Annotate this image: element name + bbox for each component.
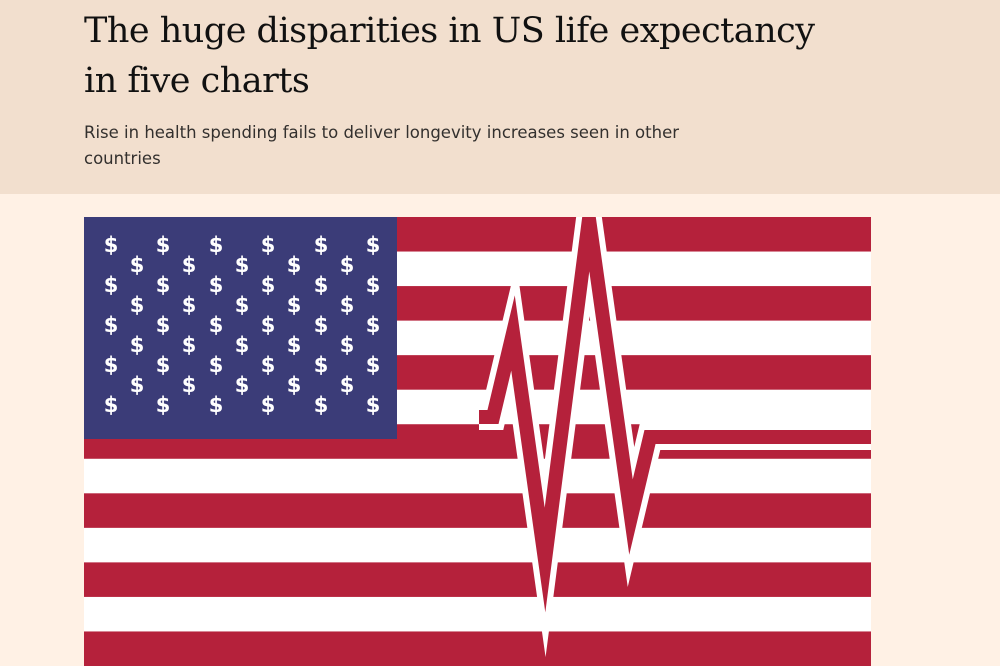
dollar-sign-icon: $: [235, 373, 250, 397]
dollar-sign-icon: $: [182, 333, 197, 357]
dollar-sign-icon: $: [156, 313, 171, 337]
white-stripe: [84, 596, 871, 632]
dollar-sign-icon: $: [287, 373, 302, 397]
dollar-sign-icon: $: [314, 353, 329, 377]
dollar-sign-icon: $: [340, 373, 355, 397]
white-stripe: [84, 527, 871, 563]
dollar-sign-icon: $: [261, 313, 276, 337]
dollar-sign-icon: $: [104, 393, 119, 417]
red-stripe: [84, 631, 871, 666]
dollar-sign-icon: $: [235, 253, 250, 277]
canton-dollar-signs: $ $ $ $ $ $ $ $ $ $ $ $ $ $ $ $ $ $ $ $ $ $ $ $ $ $ $ $ $ $ $ $ $ $ $ $ $ $ $ $…: [104, 233, 381, 417]
dollar-sign-icon: $: [366, 393, 381, 417]
article-headline: The huge disparities in US life expectan…: [84, 11, 815, 101]
us-flag-heartbeat-illustration: $ $ $ $ $ $ $ $ $ $ $ $ $ $ $ $ $ $ $ $ $ $ $ $ $ $ $ $ $ $ $ $ $ $ $ $ $ $ $ $…: [84, 217, 871, 666]
dollar-sign-icon: $: [366, 353, 381, 377]
flag-canton: [84, 217, 397, 439]
dollar-sign-icon: $: [104, 273, 119, 297]
dollar-sign-icon: $: [156, 273, 171, 297]
dollar-sign-icon: $: [130, 333, 145, 357]
dollar-sign-icon: $: [314, 273, 329, 297]
dollar-sign-icon: $: [287, 253, 302, 277]
dollar-sign-icon: $: [314, 393, 329, 417]
dollar-sign-icon: $: [366, 313, 381, 337]
dollar-sign-icon: $: [340, 253, 355, 277]
red-stripe: [84, 493, 871, 529]
dollar-sign-icon: $: [130, 253, 145, 277]
dollar-sign-icon: $: [261, 233, 276, 257]
article-standfirst: Rise in health spending fails to deliver…: [84, 123, 680, 168]
article-header: [0, 0, 1000, 194]
dollar-sign-icon: $: [366, 273, 381, 297]
dollar-sign-icon: $: [104, 233, 119, 257]
dollar-sign-icon: $: [156, 353, 171, 377]
dollar-sign-icon: $: [235, 293, 250, 317]
dollar-sign-icon: $: [314, 313, 329, 337]
dollar-sign-icon: $: [261, 273, 276, 297]
dollar-sign-icon: $: [209, 353, 224, 377]
dollar-sign-icon: $: [235, 333, 250, 357]
dollar-sign-icon: $: [130, 373, 145, 397]
dollar-sign-icon: $: [340, 293, 355, 317]
dollar-sign-icon: $: [156, 393, 171, 417]
dollar-sign-icon: $: [182, 293, 197, 317]
dollar-sign-icon: $: [261, 393, 276, 417]
dollar-sign-icon: $: [209, 393, 224, 417]
dollar-sign-icon: $: [156, 233, 171, 257]
dollar-sign-icon: $: [182, 253, 197, 277]
dollar-sign-icon: $: [104, 353, 119, 377]
dollar-sign-icon: $: [287, 293, 302, 317]
dollar-sign-icon: $: [209, 313, 224, 337]
dollar-sign-icon: $: [104, 313, 119, 337]
dollar-sign-icon: $: [130, 293, 145, 317]
dollar-sign-icon: $: [340, 333, 355, 357]
dollar-sign-icon: $: [261, 353, 276, 377]
dollar-sign-icon: $: [366, 233, 381, 257]
dollar-sign-icon: $: [209, 273, 224, 297]
white-stripe: [84, 458, 871, 494]
dollar-sign-icon: $: [182, 373, 197, 397]
hero-image: $ $ $ $ $ $ $ $ $ $ $ $ $ $ $ $ $ $ $ $ $ $ $ $ $ $ $ $ $ $ $ $ $ $ $ $ $ $ $ $…: [84, 217, 871, 666]
dollar-sign-icon: $: [314, 233, 329, 257]
heartbeat-line: [479, 217, 871, 613]
dollar-sign-icon: $: [287, 333, 302, 357]
dollar-sign-icon: $: [209, 233, 224, 257]
red-stripe: [84, 562, 871, 598]
